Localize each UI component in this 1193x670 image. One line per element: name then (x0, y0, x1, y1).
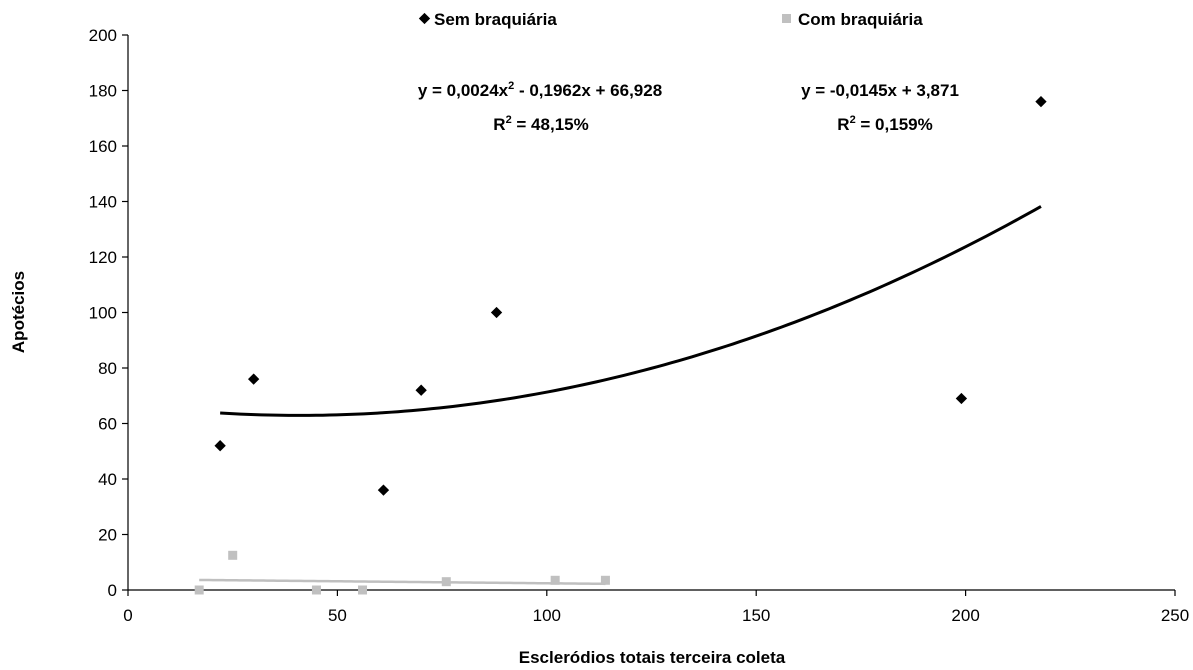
legend: Sem braquiária Com braquiária (418, 10, 923, 29)
data-point-com-braquiaria (194, 585, 204, 595)
data-point-sem-braquiaria (1035, 95, 1047, 108)
legend-marker-sem-braquiaria (418, 12, 431, 25)
data-point-com-braquiaria (600, 575, 610, 585)
trendline-equation-sem-braquiaria: y = 0,0024x2 - 0,1962x + 66,928 R2 = 48,… (418, 80, 662, 134)
equation-sem-part2: - 0,1962x + 66,928 (514, 81, 662, 100)
svg-text:R2 = 48,15%: R2 = 48,15% (493, 114, 588, 134)
trendline-sem-braquiaria (220, 205, 1042, 417)
x-tick-label: 0 (123, 606, 132, 625)
r2-com-rest: = 0,159% (856, 115, 933, 134)
legend-marker-com-braquiaria (782, 14, 791, 23)
data-point-com-braquiaria (311, 585, 321, 595)
x-tick-label: 100 (533, 606, 561, 625)
x-axis-title: Escleródios totais terceira coleta (519, 648, 786, 667)
x-tick-label: 200 (951, 606, 979, 625)
r2-sem-rest: = 48,15% (512, 115, 589, 134)
data-point-sem-braquiaria (955, 392, 968, 405)
y-tick-label: 120 (89, 248, 117, 267)
data-point-sem-braquiaria (247, 373, 260, 385)
y-tick-label: 160 (89, 137, 117, 156)
y-tick-label: 140 (89, 193, 117, 212)
data-point-com-braquiaria (228, 550, 238, 560)
y-axis-title: Apotécios (9, 271, 28, 353)
r2-com-sup: 2 (850, 114, 856, 126)
equation-sem-part1: y = 0,0024x (418, 81, 509, 100)
y-tick-label: 20 (98, 526, 117, 545)
y-tick-label: 100 (89, 304, 117, 323)
trendline-com-braquiaria (199, 578, 606, 586)
legend-label-sem-braquiaria: Sem braquiária (434, 10, 557, 29)
r2-sem-prefix: R (493, 115, 505, 134)
data-point-com-braquiaria (550, 575, 560, 585)
y-tick-label: 200 (89, 26, 117, 45)
legend-label-com-braquiaria: Com braquiária (798, 10, 923, 29)
y-ticks: 0 20 40 60 80 100 120 140 160 180 200 (89, 26, 128, 600)
x-tick-label: 50 (328, 606, 347, 625)
svg-text:y = 0,0024x2 - 0,1962x + 66,92: y = 0,0024x2 - 0,1962x + 66,928 (418, 80, 662, 100)
data-point-sem-braquiaria (490, 306, 503, 319)
equation-com: y = -0,0145x + 3,871 (801, 81, 959, 100)
y-tick-label: 40 (98, 470, 117, 489)
data-point-sem-braquiaria (214, 440, 226, 452)
y-tick-label: 60 (98, 415, 117, 434)
r2-sem-sup: 2 (506, 114, 512, 126)
trendline-equation-com-braquiaria: y = -0,0145x + 3,871 R2 = 0,159% (801, 81, 959, 134)
y-tick-label: 0 (108, 581, 117, 600)
x-tick-label: 250 (1161, 606, 1189, 625)
equation-sem-sup: 2 (508, 80, 514, 92)
data-points (194, 95, 1047, 595)
x-ticks: 0 50 100 150 200 250 (123, 590, 1189, 625)
data-point-com-braquiaria (441, 577, 451, 587)
data-point-sem-braquiaria (377, 484, 390, 496)
data-point-sem-braquiaria (415, 384, 427, 396)
y-tick-label: 180 (89, 82, 117, 101)
r2-com-prefix: R (837, 115, 849, 134)
data-point-com-braquiaria (358, 585, 368, 595)
x-tick-label: 150 (742, 606, 770, 625)
svg-text:R2 = 0,159%: R2 = 0,159% (837, 114, 932, 134)
trendlines (199, 205, 1042, 586)
y-tick-label: 80 (98, 359, 117, 378)
